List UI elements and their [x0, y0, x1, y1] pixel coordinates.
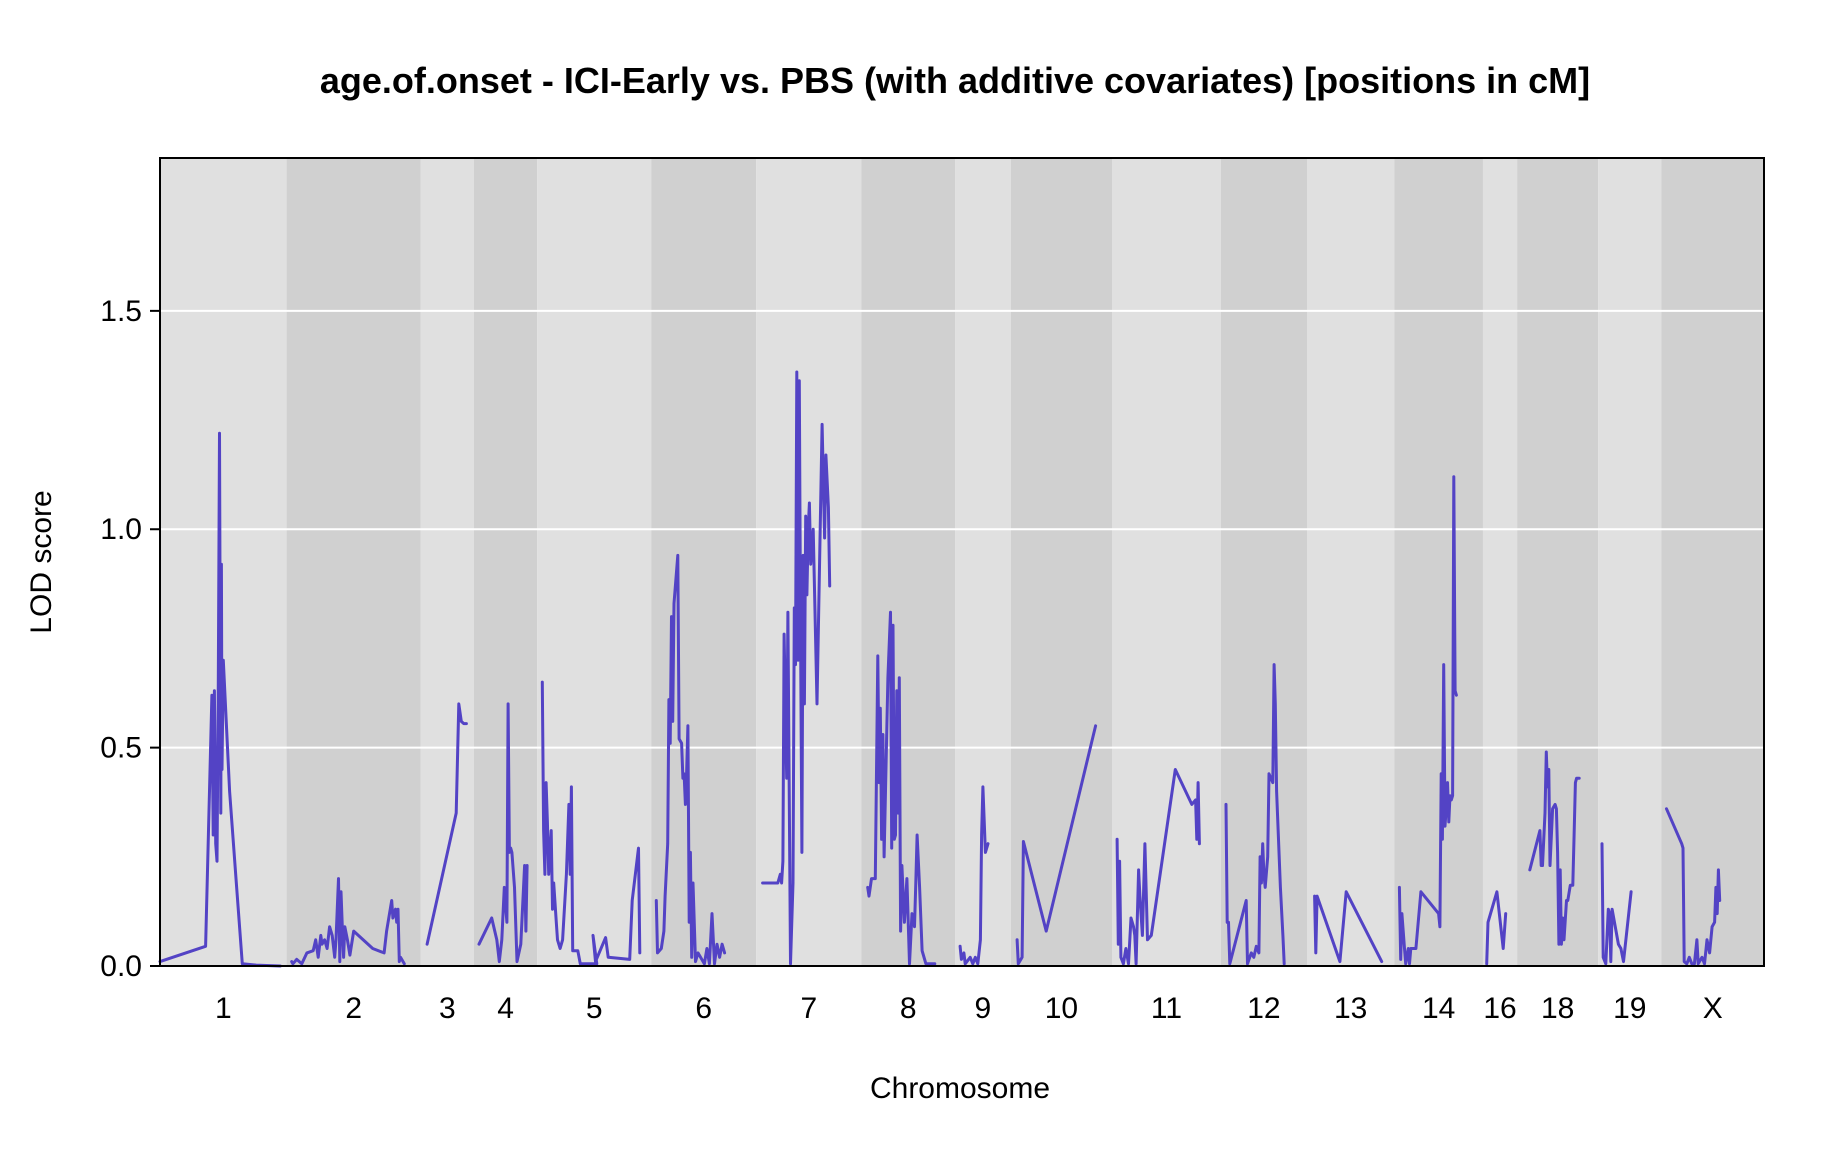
lod-line-chr-4	[477, 702, 529, 964]
chromosome-band-12	[1220, 158, 1307, 966]
x-axis: 1 2 3 4 5 6 7 8 9 10 11 12 13 14 16 18 19 X	[215, 992, 1723, 1025]
chromosome-band-13	[1306, 158, 1395, 966]
y-axis: 0.0 0.5 1.0 1.5	[100, 295, 160, 983]
y-tick-label-0.5: 0.5	[100, 732, 142, 765]
lod-line-chr-7	[761, 370, 832, 966]
chromosome-label-12: 12	[1247, 992, 1280, 1025]
lod-line-chr-18	[1528, 750, 1581, 946]
chromosome-label-16: 16	[1483, 992, 1516, 1025]
chromosome-label-18: 18	[1541, 992, 1574, 1025]
lod-line-chr-3	[425, 702, 468, 946]
chromosome-band-16	[1482, 158, 1518, 966]
chromosome-label-9: 9	[975, 992, 992, 1025]
lod-line-chr-9	[958, 785, 990, 966]
chromosome-label-2: 2	[345, 992, 362, 1025]
plot-frame	[159, 157, 1765, 967]
lod-line-chr-14	[1397, 475, 1458, 966]
chromosome-label-5: 5	[586, 992, 603, 1025]
chromosome-label-11: 11	[1151, 992, 1182, 1025]
chromosome-label-1: 1	[215, 992, 232, 1025]
chromosome-label-14: 14	[1422, 992, 1455, 1025]
chromosome-label-13: 13	[1334, 992, 1367, 1025]
y-axis-title: LOD score	[25, 490, 58, 633]
lod-line-chr-12	[1224, 663, 1286, 966]
chromosome-label-19: 19	[1613, 992, 1646, 1025]
lod-line-chr-11	[1115, 768, 1201, 966]
lod-line-chr-13	[1313, 890, 1384, 964]
chromosome-band-2	[286, 158, 421, 966]
lod-line-chr-16	[1485, 890, 1508, 966]
chromosome-band-11	[1112, 158, 1221, 966]
chromosome-band-X	[1661, 158, 1764, 966]
chromosome-band-1	[160, 158, 287, 966]
chromosome-band-14	[1394, 158, 1483, 966]
lod-line-chr-10	[1015, 724, 1098, 966]
x-axis-title: Chromosome	[870, 1072, 1050, 1105]
chromosome-label-10: 10	[1045, 992, 1078, 1025]
chart-title: age.of.onset - ICI-Early vs. PBS (with a…	[320, 60, 1590, 101]
lod-line-chr-19	[1600, 842, 1633, 966]
lod-line-chr-5	[540, 680, 642, 966]
chromosome-band-19	[1598, 158, 1662, 966]
chromosome-band-4	[473, 158, 538, 966]
lod-line-chr-6	[654, 553, 727, 966]
chromosome-label-8: 8	[900, 992, 917, 1025]
chromosome-label-7: 7	[800, 992, 817, 1025]
lod-line-chr-X	[1665, 807, 1722, 966]
lod-line-chr-1	[158, 431, 282, 968]
lod-line-chr-8	[866, 610, 937, 966]
y-tick-label-1.5: 1.5	[100, 295, 142, 328]
chromosome-bands	[160, 158, 1764, 966]
gridlines	[160, 309, 1764, 749]
chromosome-band-5	[537, 158, 652, 966]
chromosome-label-4: 4	[497, 992, 514, 1025]
y-tick-label-1.0: 1.0	[100, 513, 142, 546]
chromosome-label-3: 3	[439, 992, 456, 1025]
lod-line-chr-2	[290, 877, 406, 966]
chromosome-band-3	[420, 158, 474, 966]
chromosome-label-X: X	[1703, 992, 1723, 1025]
chromosome-band-10	[1010, 158, 1113, 966]
chromosome-label-6: 6	[695, 992, 712, 1025]
y-tick-label-0.0: 0.0	[100, 950, 142, 983]
lod-series	[158, 370, 1722, 968]
